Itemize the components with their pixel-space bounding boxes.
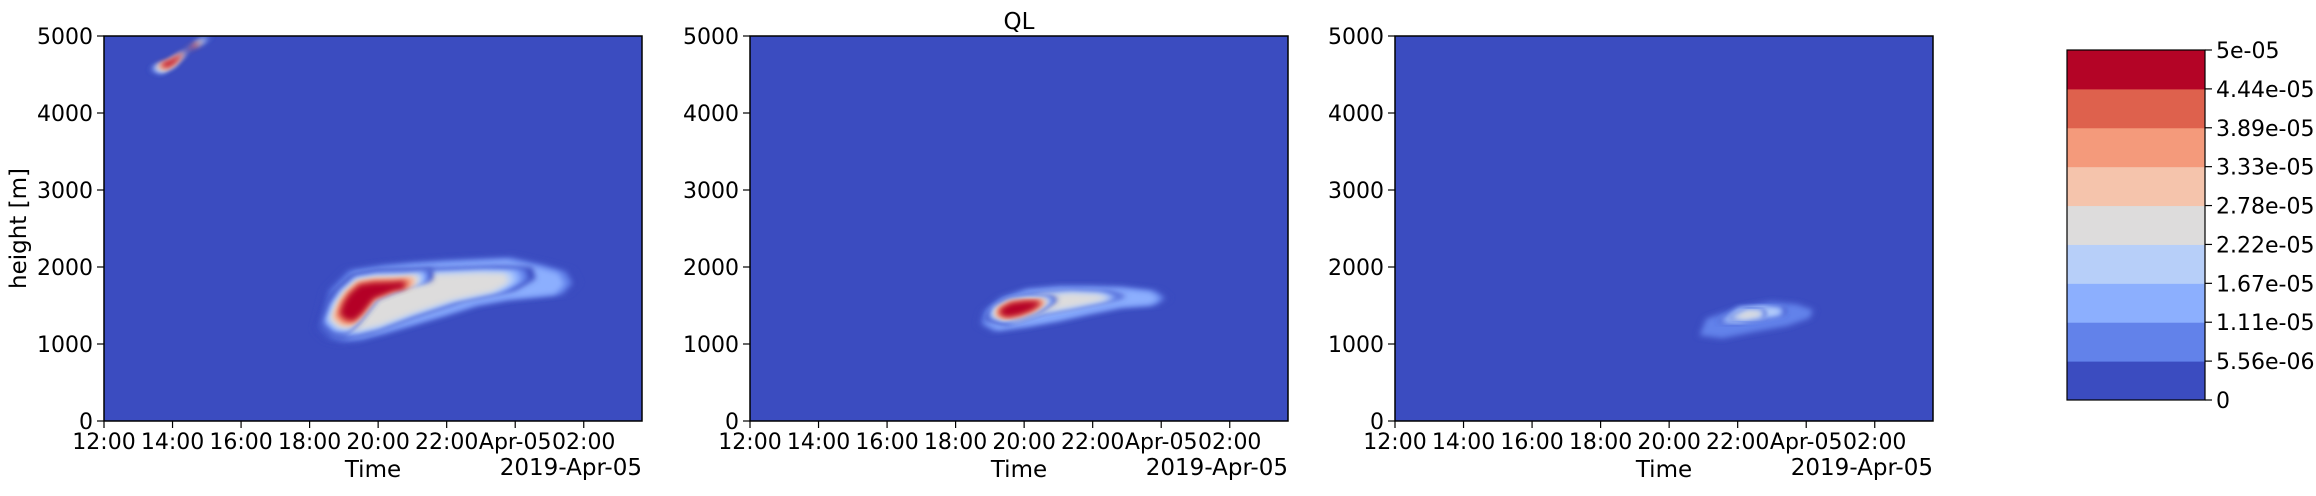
colorbar-tick-label: 5.56e-06 [2216,350,2314,375]
panel-2: 0 1000 2000 3000 4000 5000 12:00 14:00 16:00 18:0… [683,25,1289,483]
x-axis-label: Time [1635,457,1692,483]
x-tick-label: 12:00 [1363,430,1426,455]
colorbar-band [2067,166,2205,207]
x-axis-date-offset: 2019-Apr-05 [500,455,642,481]
x-tick-label: 16:00 [1500,430,1563,455]
colorbar-frame [2066,49,2206,401]
y-axis-label: height [m] [6,168,32,289]
x-tick-label: 14:00 [787,430,850,455]
figure-title: QL [1004,9,1035,35]
colorbar-tick-label: 2.78e-05 [2216,195,2314,220]
y-tick-label: 3000 [683,179,739,204]
colorbar-band [2067,283,2205,323]
y-tick-label: 3000 [37,179,93,204]
x-tick-label: 20:00 [1637,430,1700,455]
y-tick-label: 1000 [1328,333,1384,358]
plot-background [750,36,1288,421]
panel-3: 0 1000 2000 3000 4000 5000 12:00 14:00 16:00 18:0… [1328,25,1934,483]
colorbar-tick-label: 4.44e-05 [2216,78,2314,103]
plot-frame [103,35,643,422]
y-tick-label: 1000 [37,333,93,358]
x-tick-label: 14:00 [141,430,204,455]
x-tick-label: 16:00 [855,430,918,455]
y-tick-label: 5000 [683,25,739,50]
y-tick-label: 4000 [37,102,93,127]
colorbar-tick-label: 1.67e-05 [2216,272,2314,297]
plot-background [1395,36,1933,421]
x-tick-label: Apr-05 [1770,430,1843,455]
plot-frame [749,35,1289,422]
y-tick-label: 2000 [37,256,93,281]
contour-feature-3-level-9 [1000,301,1041,317]
colorbar-tick-label: 5e-05 [2216,39,2279,64]
x-axis-label: Time [344,457,401,483]
contour-fill [1696,300,1817,340]
y-tick-label: 4000 [683,102,739,127]
contour-fill [976,285,1172,333]
y-tick-label: 0 [1370,410,1384,435]
x-axis-date-offset: 2019-Apr-05 [1146,455,1288,481]
x-tick-label: 16:00 [209,430,272,455]
colorbar-band [2067,127,2205,168]
colorbar-tick-label: 3.33e-05 [2216,156,2314,181]
x-axis-date-offset: 2019-Apr-05 [1791,455,1933,481]
x-tick-label: 14:00 [1432,430,1495,455]
colorbar-band [2067,88,2205,129]
x-tick-label: 02:00 [1198,430,1261,455]
colorbar-tick-label: 3.89e-05 [2216,117,2314,142]
x-tick-label: 18:00 [278,430,341,455]
x-tick-label: 02:00 [1843,430,1906,455]
colorbar-band [2067,361,2205,401]
x-tick-label: 22:00 [1061,430,1124,455]
colorbar-tick-label: 1.11e-05 [2216,311,2314,336]
x-tick-label: 12:00 [718,430,781,455]
panel-1: 0 1000 2000 3000 4000 5000 12:00 14:00 16:00 18:0… [6,25,643,483]
x-tick-label: 20:00 [992,430,1055,455]
x-tick-label: 20:00 [346,430,409,455]
contour-feature-3-level-5 [1731,310,1761,320]
colorbar: 0 5.56e-06 1.11e-05 1.67e-05 2.22e-05 2.78e-0… [2066,39,2314,414]
plot-background [104,36,642,421]
x-tick-label: Apr-05 [1125,430,1198,455]
colorbar-tick-label: 2.22e-05 [2216,233,2314,258]
x-tick-label: 18:00 [924,430,987,455]
y-tick-label: 1000 [683,333,739,358]
x-tick-label: 02:00 [552,430,615,455]
colorbar-band [2067,50,2205,90]
x-tick-label: 22:00 [415,430,478,455]
contour-feature-3-level-9 [340,281,404,320]
contour-fill [148,36,581,344]
colorbar-band [2067,244,2205,284]
y-tick-label: 3000 [1328,179,1384,204]
colorbar-band [2067,322,2205,362]
y-tick-label: 4000 [1328,102,1384,127]
colorbar-tick-label: 0 [2216,389,2230,414]
x-axis-label: Time [990,457,1047,483]
colorbar-band [2067,205,2205,245]
y-tick-label: 5000 [1328,25,1384,50]
y-tick-label: 2000 [683,256,739,281]
plot-frame [1394,35,1934,422]
y-tick-label: 2000 [1328,256,1384,281]
y-tick-label: 0 [79,410,93,435]
y-tick-label: 0 [725,410,739,435]
x-tick-label: 22:00 [1706,430,1769,455]
x-tick-label: 12:00 [72,430,135,455]
contour-feature-4-level-9 [161,45,198,67]
y-tick-label: 5000 [37,25,93,50]
x-tick-label: Apr-05 [479,430,552,455]
x-tick-label: 18:00 [1569,430,1632,455]
